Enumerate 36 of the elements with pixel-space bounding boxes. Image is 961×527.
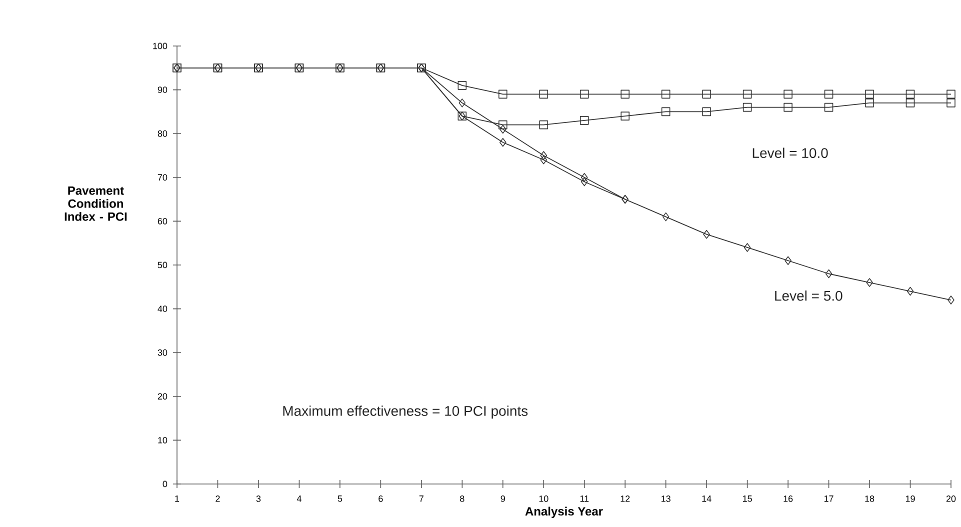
x-tick-label: 13 (662, 496, 670, 502)
y-tick-label: 10 (158, 436, 168, 444)
x-tick-label: 5 (338, 496, 342, 502)
x-tick-label: 15 (742, 496, 752, 502)
y-tick-label: 60 (158, 218, 168, 224)
x-tick-label: 7 (419, 496, 424, 502)
y-tick-label: 0 (162, 480, 168, 488)
x-tick-label: 17 (824, 496, 834, 502)
x-tick-label: 14 (702, 496, 712, 502)
annotation: Level = 10.0 (752, 148, 828, 158)
y-tick-label: 20 (158, 393, 168, 400)
x-tick-label: 19 (906, 496, 915, 502)
x-tick-label: 20 (946, 496, 956, 502)
y-axis-title: Pavement Condition Index - PCI (64, 186, 127, 221)
x-tick-label: 18 (865, 496, 874, 502)
x-tick-label: 11 (580, 496, 589, 502)
y-tick-label: 90 (158, 86, 168, 93)
x-tick-label: 4 (296, 496, 302, 502)
y-tick-label: 80 (158, 130, 168, 137)
x-tick-label: 8 (460, 496, 464, 502)
y-tick-label: 100 (153, 42, 168, 50)
y-tick-label: 30 (158, 349, 168, 356)
x-tick-label: 16 (784, 496, 793, 502)
x-tick-label: 6 (378, 496, 383, 502)
annotation: Level = 5.0 (775, 290, 842, 301)
y-tick-label: 70 (158, 174, 168, 181)
x-tick-label: 3 (256, 496, 261, 502)
annotation: Maximum effectiveness = 10 PCI points (283, 406, 528, 419)
x-tick-label: 2 (216, 496, 220, 502)
x-tick-label: 1 (175, 496, 180, 502)
x-tick-label: 9 (500, 496, 505, 502)
x-tick-label: 10 (539, 496, 548, 502)
y-tick-label: 40 (158, 306, 168, 312)
x-axis-title: Analysis Year (525, 506, 603, 518)
x-tick-label: 12 (620, 496, 630, 502)
y-tick-label: 50 (158, 262, 168, 268)
